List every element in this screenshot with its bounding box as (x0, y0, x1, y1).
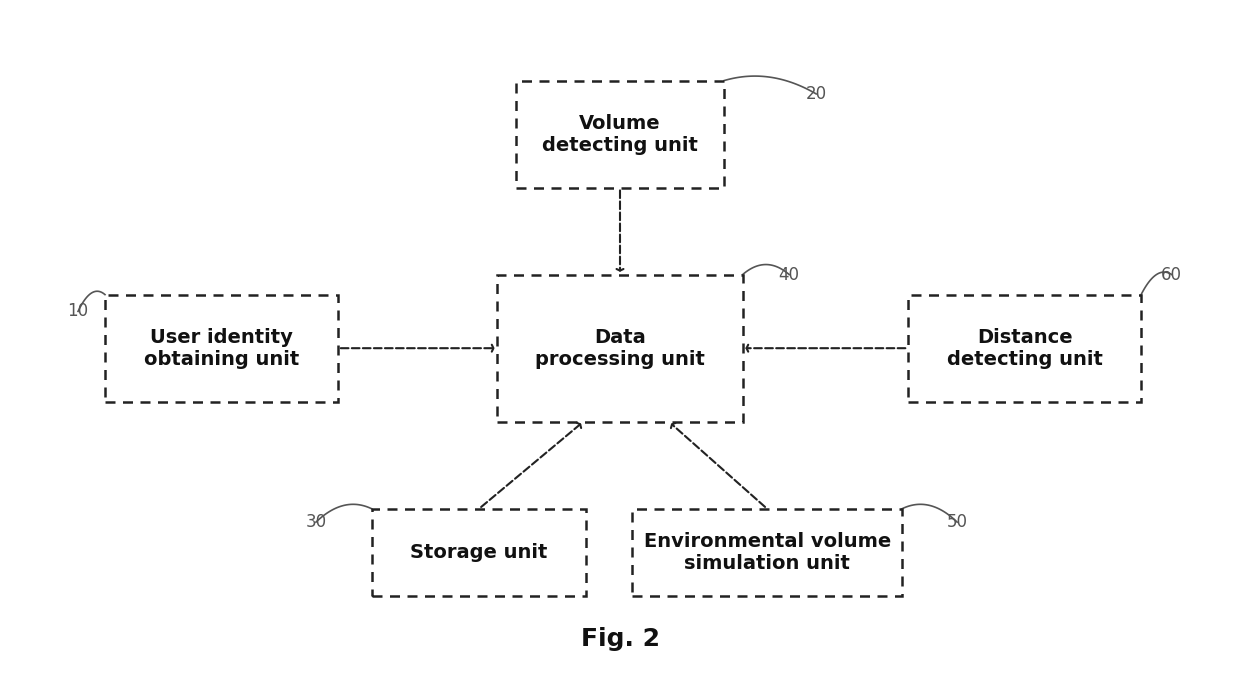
Text: Volume
detecting unit: Volume detecting unit (542, 113, 698, 154)
Bar (632, 509, 901, 596)
Text: 30: 30 (305, 513, 326, 531)
Text: 10: 10 (67, 303, 88, 320)
Text: 60: 60 (1161, 266, 1182, 283)
Text: User identity
obtaining unit: User identity obtaining unit (144, 328, 299, 369)
Bar (908, 294, 1141, 402)
Bar (105, 294, 339, 402)
Text: Distance
detecting unit: Distance detecting unit (946, 328, 1102, 369)
Bar (372, 509, 587, 596)
Text: 50: 50 (946, 513, 967, 531)
Text: Fig. 2: Fig. 2 (580, 627, 660, 652)
Bar (497, 275, 743, 422)
Text: Data
processing unit: Data processing unit (536, 328, 704, 369)
Text: Storage unit: Storage unit (410, 543, 548, 562)
Bar (516, 81, 724, 188)
Text: Environmental volume
simulation unit: Environmental volume simulation unit (644, 532, 890, 573)
Text: 20: 20 (806, 85, 827, 103)
Text: 40: 40 (779, 266, 800, 283)
